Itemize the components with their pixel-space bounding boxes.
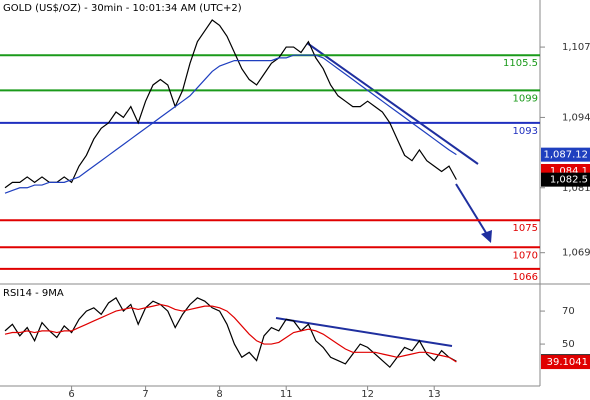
value-tag-label: 39.1041 — [547, 357, 588, 368]
x-tick-label: 13 — [428, 389, 441, 400]
level-label: 1066 — [513, 272, 538, 283]
level-label: 1099 — [513, 93, 538, 104]
value-tag — [541, 355, 590, 370]
x-tick-label: 11 — [280, 389, 293, 400]
arrow — [455, 183, 489, 237]
level-label: 1105.5 — [503, 58, 538, 69]
arrow-head — [481, 230, 492, 243]
x-tick-label: 6 — [68, 389, 74, 400]
value-tag — [541, 147, 590, 162]
series-line — [4, 54, 457, 194]
level-label: 1070 — [513, 250, 538, 261]
value-tag-label: 1,082.5 — [550, 175, 588, 186]
trend-line — [306, 42, 479, 165]
y-tick-label: 50 — [562, 339, 575, 350]
value-tag-label: 1,084.1 — [550, 166, 588, 177]
value-tag — [541, 172, 590, 187]
series-line — [4, 297, 457, 369]
x-tick-label: 8 — [216, 389, 222, 400]
y-tick-label: 1,081 — [562, 183, 590, 194]
rsi-trend-line — [275, 317, 453, 347]
x-tick-label: 12 — [361, 389, 374, 400]
y-tick-label: 1,094 — [562, 112, 590, 123]
series-line — [4, 303, 457, 363]
x-tick-label: 7 — [142, 389, 148, 400]
level-label: 1093 — [513, 126, 538, 137]
y-tick-label: 70 — [562, 306, 575, 317]
rsi-title: RSI14 - 9MA — [3, 288, 64, 299]
y-tick-label: 1,107 — [562, 42, 590, 53]
y-tick-label: 1,069 — [562, 248, 590, 259]
series-line — [4, 19, 457, 189]
chart-title: GOLD (US$/OZ) - 30min - 10:01:34 AM (UTC… — [3, 3, 242, 14]
value-tag-label: 1,087.12 — [543, 150, 588, 161]
level-label: 1075 — [513, 223, 538, 234]
